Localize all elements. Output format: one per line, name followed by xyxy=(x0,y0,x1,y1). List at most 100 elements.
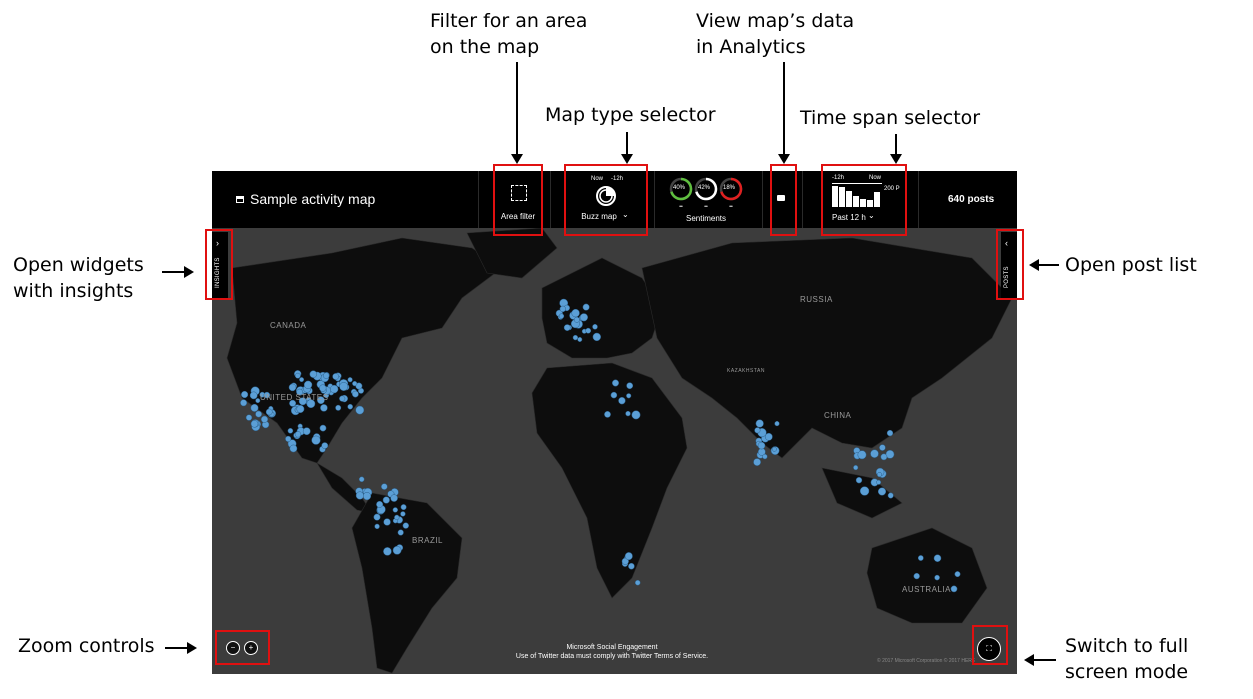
post-marker[interactable] xyxy=(299,377,305,383)
area-filter-button[interactable]: Area filter xyxy=(494,171,542,228)
post-marker[interactable] xyxy=(762,453,768,460)
post-marker[interactable] xyxy=(764,432,773,441)
post-marker[interactable] xyxy=(355,491,364,500)
post-marker[interactable] xyxy=(390,494,398,502)
post-marker[interactable] xyxy=(624,552,633,561)
time-span-selector[interactable]: -12h Now 200 P Past 12 h ⌄ xyxy=(824,171,908,228)
post-marker[interactable] xyxy=(625,410,631,417)
post-marker[interactable] xyxy=(298,397,307,406)
post-marker[interactable] xyxy=(392,507,398,513)
zoom-out-button[interactable]: − xyxy=(226,641,240,655)
post-marker[interactable] xyxy=(383,547,392,556)
post-marker[interactable] xyxy=(626,393,632,399)
post-marker[interactable] xyxy=(754,427,761,434)
post-marker[interactable] xyxy=(306,399,316,409)
post-marker[interactable] xyxy=(294,431,302,438)
post-marker[interactable] xyxy=(618,397,626,405)
post-marker[interactable] xyxy=(294,372,301,379)
post-marker[interactable] xyxy=(394,514,400,521)
posts-tab[interactable]: ‹ POSTS xyxy=(1001,232,1017,298)
post-marker[interactable] xyxy=(571,308,580,318)
post-marker[interactable] xyxy=(347,403,353,410)
post-marker[interactable] xyxy=(288,383,297,392)
post-marker[interactable] xyxy=(755,419,764,428)
post-marker[interactable] xyxy=(857,450,867,460)
post-marker[interactable] xyxy=(917,555,924,561)
post-marker[interactable] xyxy=(753,458,761,466)
post-marker[interactable] xyxy=(241,390,249,399)
post-marker[interactable] xyxy=(612,379,619,387)
post-marker[interactable] xyxy=(322,372,330,379)
post-marker[interactable] xyxy=(876,472,883,478)
post-marker[interactable] xyxy=(255,410,262,418)
post-marker[interactable] xyxy=(558,313,565,319)
post-marker[interactable] xyxy=(582,303,590,311)
post-marker[interactable] xyxy=(358,476,365,483)
post-marker[interactable] xyxy=(339,395,346,402)
post-marker[interactable] xyxy=(563,324,571,331)
post-marker[interactable] xyxy=(250,403,259,412)
post-marker[interactable] xyxy=(876,479,882,485)
post-marker[interactable] xyxy=(573,316,580,323)
post-marker[interactable] xyxy=(309,370,318,378)
post-marker[interactable] xyxy=(402,522,409,529)
post-marker[interactable] xyxy=(886,429,894,437)
post-marker[interactable] xyxy=(355,382,363,390)
post-marker[interactable] xyxy=(887,492,894,499)
post-marker[interactable] xyxy=(870,449,879,458)
map-type-selector[interactable]: Now -12h Buzz map ⌄ xyxy=(566,171,646,228)
post-marker[interactable] xyxy=(853,465,859,471)
post-marker[interactable] xyxy=(392,545,402,555)
post-marker[interactable] xyxy=(397,529,404,536)
post-marker[interactable] xyxy=(339,382,349,391)
post-marker[interactable] xyxy=(579,313,588,322)
post-marker[interactable] xyxy=(265,408,273,416)
post-marker[interactable] xyxy=(335,404,342,411)
post-marker[interactable] xyxy=(355,405,365,415)
post-marker[interactable] xyxy=(374,523,380,530)
post-marker[interactable] xyxy=(585,327,592,334)
post-marker[interactable] xyxy=(373,513,381,521)
post-marker[interactable] xyxy=(954,571,961,578)
zoom-in-button[interactable]: + xyxy=(244,641,258,655)
post-marker[interactable] xyxy=(296,388,303,396)
post-marker[interactable] xyxy=(381,483,388,490)
post-marker[interactable] xyxy=(382,496,390,504)
post-marker[interactable] xyxy=(592,332,601,342)
fullscreen-button[interactable]: ⛶ xyxy=(977,637,1001,661)
post-marker[interactable] xyxy=(604,411,611,418)
post-marker[interactable] xyxy=(245,414,253,421)
post-marker[interactable] xyxy=(320,404,328,412)
post-marker[interactable] xyxy=(317,396,325,405)
post-marker[interactable] xyxy=(880,453,888,461)
post-marker[interactable] xyxy=(289,444,298,453)
post-marker[interactable] xyxy=(559,305,566,313)
post-marker[interactable] xyxy=(330,384,339,394)
post-marker[interactable] xyxy=(400,504,407,511)
post-marker[interactable] xyxy=(400,511,406,517)
post-marker[interactable] xyxy=(934,574,940,581)
post-marker[interactable] xyxy=(319,424,327,432)
post-marker[interactable] xyxy=(383,518,391,526)
post-marker[interactable] xyxy=(626,382,634,390)
post-marker[interactable] xyxy=(771,446,777,452)
post-marker[interactable] xyxy=(628,562,635,570)
post-marker[interactable] xyxy=(332,373,340,380)
post-marker[interactable] xyxy=(249,391,258,400)
post-marker[interactable] xyxy=(311,435,321,445)
post-marker[interactable] xyxy=(321,442,329,449)
post-marker[interactable] xyxy=(255,398,261,404)
post-marker[interactable] xyxy=(289,399,297,407)
post-marker[interactable] xyxy=(319,384,327,392)
post-marker[interactable] xyxy=(250,420,259,428)
post-marker[interactable] xyxy=(362,492,372,501)
post-marker[interactable] xyxy=(240,399,248,407)
post-marker[interactable] xyxy=(634,579,641,586)
post-marker[interactable] xyxy=(855,477,863,484)
post-marker[interactable] xyxy=(774,421,780,427)
post-marker[interactable] xyxy=(577,337,583,342)
post-marker[interactable] xyxy=(287,428,294,434)
post-marker[interactable] xyxy=(303,380,313,389)
post-marker[interactable] xyxy=(352,390,359,398)
insights-tab[interactable]: › INSIGHTS xyxy=(212,232,228,298)
